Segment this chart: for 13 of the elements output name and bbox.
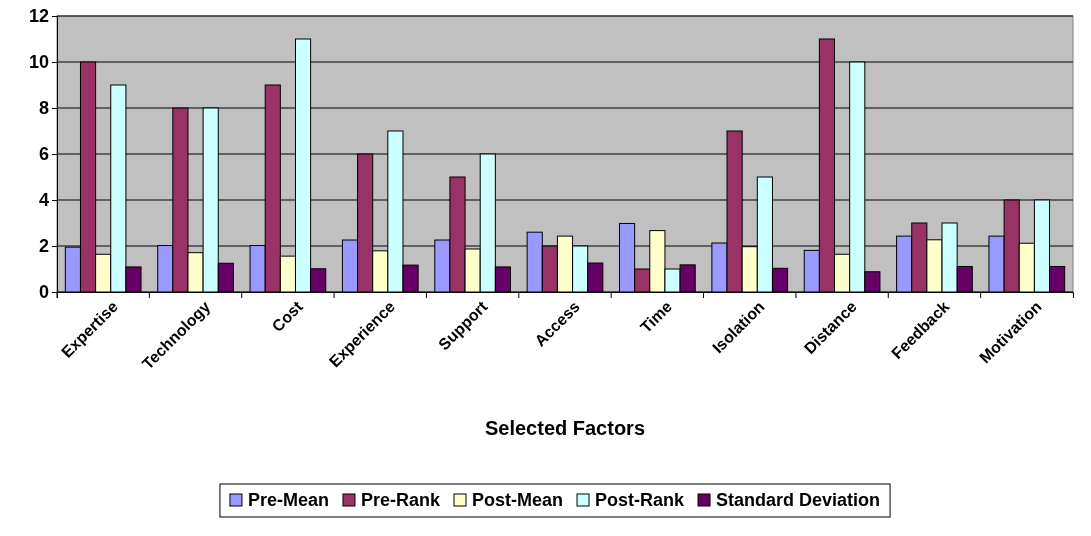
y-tick-label: 6 — [38, 144, 49, 165]
y-tick-label: 10 — [28, 52, 49, 73]
x-axis-title: Selected Factors — [484, 417, 646, 439]
legend-label: Pre-Mean — [247, 490, 329, 510]
y-tick-label: 12 — [28, 6, 49, 27]
legend-label: Standard Deviation — [716, 490, 881, 510]
legend-label: Pre-Rank — [360, 490, 441, 510]
y-tick-label: 4 — [38, 190, 49, 211]
legend-label: Post-Rank — [595, 490, 686, 510]
y-tick-label: 0 — [38, 282, 49, 303]
legend-label: Post-Mean — [472, 490, 564, 510]
y-tick-label: 8 — [38, 98, 49, 119]
y-tick-label: 2 — [38, 236, 49, 257]
